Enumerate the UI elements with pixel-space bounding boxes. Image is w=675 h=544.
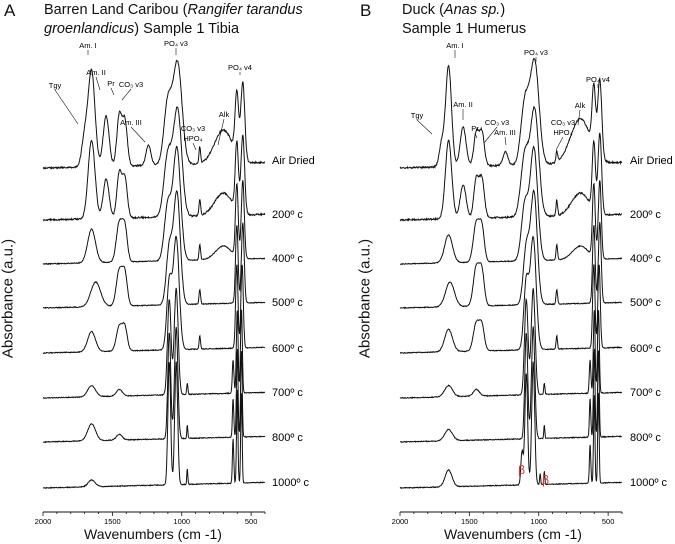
spectrum-line-4 bbox=[42, 236, 265, 355]
annotation-leader bbox=[95, 76, 101, 91]
annotation-leader bbox=[555, 136, 564, 151]
series-label: 600º c bbox=[630, 343, 661, 355]
peak-annotation: Am. I bbox=[79, 41, 97, 50]
title-text: ) Sample 1 Tibia bbox=[134, 21, 240, 37]
panel-b-title-line1: Duck (Anas sp.) bbox=[402, 1, 505, 20]
x-tick-label: 1500 bbox=[461, 517, 478, 526]
peak-annotation: Am. II bbox=[86, 68, 106, 77]
spectrum-line-4 bbox=[400, 236, 623, 354]
annotation-leader bbox=[130, 126, 146, 143]
spectrum-line-6 bbox=[399, 326, 622, 443]
spectrum-line-6 bbox=[42, 326, 266, 444]
title-text: Duck ( bbox=[402, 2, 444, 18]
series-label: Air Dried bbox=[630, 155, 673, 167]
beta-label: β bbox=[518, 463, 525, 477]
title-species: Rangifer tarandus bbox=[187, 2, 303, 18]
spectrum-line-7 bbox=[399, 361, 623, 490]
title-subspecies: groenlandicus bbox=[44, 21, 135, 37]
annotation-leader bbox=[121, 88, 132, 101]
spectrum-line-1 bbox=[42, 106, 266, 222]
annotation-leader bbox=[483, 126, 498, 144]
annotation-leader bbox=[577, 109, 581, 126]
peak-annotation: PO₄ v4 bbox=[586, 75, 610, 84]
peak-annotation: Am. III bbox=[494, 128, 516, 137]
x-tick-label: 2000 bbox=[35, 517, 52, 526]
peak-annotation: CO₃ v3 bbox=[181, 124, 205, 133]
annotation-leader bbox=[192, 142, 197, 151]
peak-annotation: HPO₄ bbox=[183, 134, 202, 143]
panel-b-letter: B bbox=[360, 1, 372, 20]
peak-annotation: PO₄ v4 bbox=[228, 63, 252, 72]
series-label: 400º c bbox=[272, 253, 303, 265]
spectrum-line-2 bbox=[399, 145, 623, 266]
x-tick-label: 500 bbox=[245, 517, 258, 526]
x-tick-label: 500 bbox=[602, 517, 615, 526]
x-tick-label: 1500 bbox=[104, 517, 121, 526]
spectrum-line-0 bbox=[42, 59, 265, 170]
series-label: 700º c bbox=[630, 387, 661, 399]
series-label: 700º c bbox=[272, 387, 303, 399]
title-text: ) bbox=[500, 2, 506, 18]
panel-a-x-label: Wavenumbers (cm -1) bbox=[84, 526, 222, 542]
spectrum-line-1 bbox=[399, 105, 623, 222]
annotation-leader bbox=[474, 132, 478, 139]
title-text: Barren Land Caribou ( bbox=[44, 2, 188, 18]
panel-b-y-label: Absorbance (a.u.) bbox=[356, 238, 374, 359]
spectrum-line-2 bbox=[42, 145, 266, 266]
title-species: Anas sp. bbox=[443, 2, 501, 18]
panel-a-letter: A bbox=[4, 1, 16, 20]
x-tick-label: 2000 bbox=[392, 517, 409, 526]
peak-annotation: Am. II bbox=[453, 100, 473, 109]
peak-annotation: Am. I bbox=[446, 41, 464, 50]
beta-label: β bbox=[542, 473, 549, 487]
series-label: 1000º c bbox=[630, 477, 668, 489]
annotation-leader bbox=[54, 89, 79, 125]
annotation-leader bbox=[110, 87, 115, 96]
spectrum-line-5 bbox=[399, 288, 622, 400]
peak-annotation: Alk bbox=[219, 110, 230, 119]
x-tick-label: 1000 bbox=[530, 517, 547, 526]
panel-a-title-line2: groenlandicus) Sample 1 Tibia bbox=[44, 20, 239, 39]
spectrum-line-3 bbox=[399, 189, 623, 310]
peak-annotation: HPO₄ bbox=[553, 128, 572, 137]
panel-a-title-line1: Barren Land Caribou (Rangifer tarandus bbox=[44, 1, 303, 20]
series-label: 800º c bbox=[272, 432, 303, 444]
series-label: Air Dried bbox=[272, 155, 315, 167]
peak-annotation: PO₄ v3 bbox=[524, 48, 548, 57]
peak-annotation: PO₄ v3 bbox=[164, 39, 188, 48]
series-label: 200º c bbox=[272, 209, 303, 221]
annotation-leader bbox=[504, 136, 507, 146]
series-label: 500º c bbox=[630, 297, 661, 309]
panel-b-title-line2: Sample 1 Humerus bbox=[402, 21, 527, 37]
spectrum-line-3 bbox=[43, 190, 266, 309]
peak-annotation: Tgy bbox=[411, 111, 424, 120]
x-tick-label: 1000 bbox=[173, 517, 190, 526]
annotation-leader bbox=[416, 119, 433, 135]
peak-annotation: Alk bbox=[575, 101, 586, 110]
peak-annotation: CO₃ v3 bbox=[485, 118, 509, 127]
peak-annotation: CO₃ v3 bbox=[119, 80, 143, 89]
peak-annotation: Tgy bbox=[49, 81, 62, 90]
spectrum-line-7 bbox=[42, 361, 265, 489]
panel-a-y-label: Absorbance (a.u.) bbox=[0, 238, 17, 359]
series-label: 1000º c bbox=[272, 477, 310, 489]
series-label: 500º c bbox=[272, 297, 303, 309]
panel-b-x-label: Wavenumbers (cm -1) bbox=[444, 526, 582, 542]
annotation-leader bbox=[217, 118, 225, 146]
peak-annotation: CO₃ v3 bbox=[551, 118, 575, 127]
peak-annotation: Pr bbox=[107, 79, 115, 88]
peak-annotation: Pr bbox=[471, 124, 479, 133]
series-label: 600º c bbox=[272, 343, 303, 355]
series-label: 400º c bbox=[630, 253, 661, 265]
spectrum-line-0 bbox=[399, 58, 623, 170]
peak-annotation: Am. III bbox=[120, 118, 142, 127]
series-label: 800º c bbox=[630, 432, 661, 444]
spectrum-line-5 bbox=[42, 287, 266, 399]
series-label: 200º c bbox=[630, 209, 661, 221]
